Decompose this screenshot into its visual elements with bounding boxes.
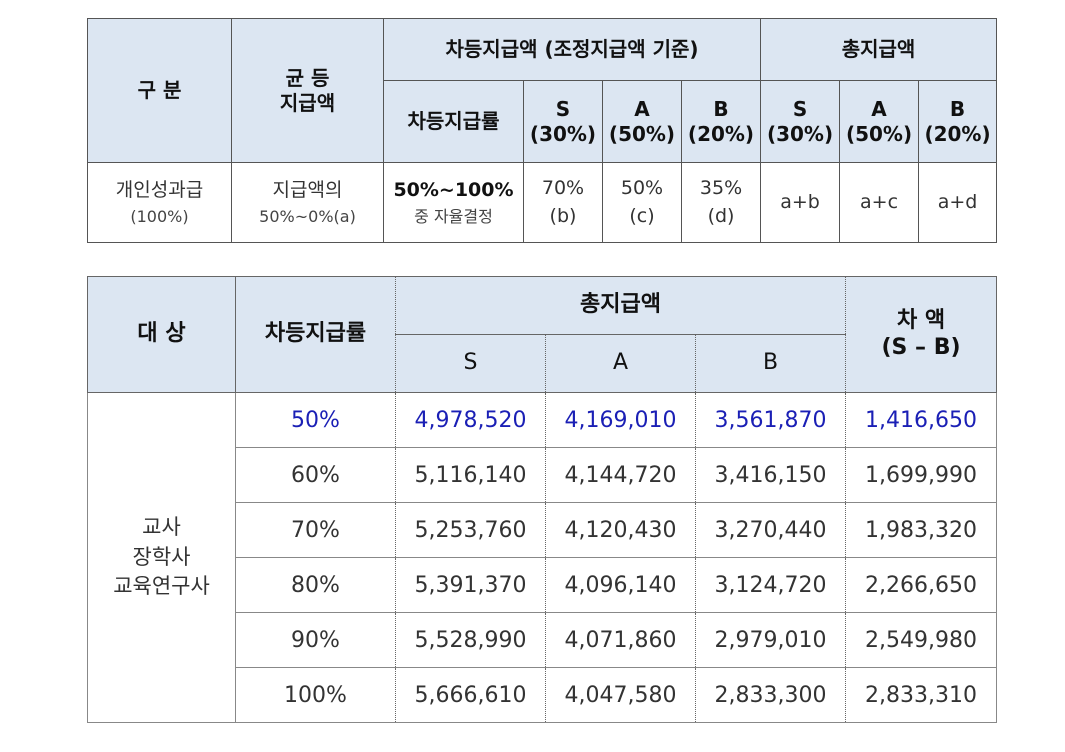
cell-s: 5,116,140 <box>395 447 546 503</box>
grade-pct: (30%) <box>529 121 597 146</box>
diff-value: 35% <box>699 176 743 199</box>
header-diff-group: 차등지급액 (조정지급액 기준) <box>382 18 762 81</box>
target-group-cell: 교사 장학사 교육연구사 <box>87 392 236 723</box>
cell-s: 5,666,610 <box>395 667 546 723</box>
grade-pct: (20%) <box>687 121 755 146</box>
header-grade-s: S <box>395 334 546 393</box>
cell-rate: 50%~100% 중 자율결정 <box>383 162 524 243</box>
target-supervisor: 장학사 <box>132 544 191 569</box>
header-equal-line2: 지급액 <box>279 90 336 115</box>
header-total-s: S (30%) <box>760 80 841 163</box>
cell-a: 4,169,010 <box>545 392 696 448</box>
cell-a: 4,120,430 <box>545 502 696 558</box>
cell-b: 3,124,720 <box>694 557 847 613</box>
header-diff-b: B (20%) <box>680 80 762 163</box>
grade-pct: (30%) <box>766 121 834 146</box>
equal-line2: 50%~0%(a) <box>259 206 356 226</box>
grade-label: S <box>792 96 808 121</box>
diff-label: (d) <box>707 204 735 227</box>
cell-rate: 100% <box>235 667 396 723</box>
header-diff-line2: (S – B) <box>881 334 961 360</box>
cell-b: 3,270,440 <box>694 502 847 558</box>
header-total-b: B (20%) <box>918 80 998 163</box>
grade-label: B <box>949 96 966 121</box>
cell-diff-s: 70% (b) <box>523 162 603 243</box>
header-diff-a: A (50%) <box>602 80 682 163</box>
header-grade-a: A <box>545 334 696 393</box>
header-equal-line1: 균 등 <box>285 65 330 90</box>
cell-s: 5,253,760 <box>395 502 546 558</box>
table-row: 교사 장학사 교육연구사 50% 4,978,520 4,169,010 3,5… <box>87 392 998 723</box>
rate-line2: 중 자율결정 <box>414 206 493 226</box>
header-total-a: A (50%) <box>839 80 920 163</box>
target-researcher: 교육연구사 <box>113 574 210 599</box>
header-equal-payment: 균 등 지급액 <box>231 18 384 163</box>
cell-s: 5,528,990 <box>395 612 546 668</box>
category-line2: (100%) <box>130 206 189 226</box>
header-diff-rate: 차등지급률 <box>383 80 524 163</box>
cell-equal: 지급액의 50%~0%(a) <box>231 162 384 243</box>
cell-rate: 80% <box>235 557 396 613</box>
cell-diff: 1,983,320 <box>845 502 998 558</box>
grade-pct: (50%) <box>845 121 913 146</box>
table-row: 100% 5,666,610 4,047,580 2,833,300 2,833… <box>88 667 998 723</box>
header-target: 대 상 <box>87 276 236 393</box>
header-rate: 차등지급률 <box>235 276 396 393</box>
table-row: 90% 5,528,990 4,071,860 2,979,010 2,549,… <box>88 612 998 668</box>
grade-label: S <box>555 96 571 121</box>
diff-label: (c) <box>629 204 655 227</box>
cell-diff: 2,549,980 <box>845 612 998 668</box>
cell-a: 4,144,720 <box>545 447 696 503</box>
cell-diff-b: 35% (d) <box>680 162 762 243</box>
header-total-group: 총지급액 <box>394 276 847 335</box>
cell-a: 4,047,580 <box>545 667 696 723</box>
grade-pct: (20%) <box>924 121 991 146</box>
table-row: 개인성과급 (100%) 지급액의 50%~0%(a) 50%~100% 중 자… <box>87 162 998 243</box>
cell-b: 2,979,010 <box>694 612 847 668</box>
cell-total-a: a+c <box>839 162 920 243</box>
cell-diff: 2,266,650 <box>845 557 998 613</box>
cell-b: 3,561,870 <box>694 392 847 448</box>
bonus-structure-table: 구 분 균 등 지급액 차등지급액 (조정지급액 기준) 총지급액 차등지급률 … <box>87 18 998 243</box>
header-diff-line1: 차 액 <box>896 308 946 334</box>
diff-value: 70% <box>541 176 585 199</box>
diff-value: 50% <box>620 176 664 199</box>
grade-label: B <box>713 96 729 121</box>
cell-diff-a: 50% (c) <box>602 162 682 243</box>
header-category: 구 분 <box>87 18 232 163</box>
header-grade-b: B <box>694 334 847 393</box>
cell-rate: 90% <box>235 612 396 668</box>
cell-total-b: a+d <box>918 162 998 243</box>
cell-rate: 70% <box>235 502 396 558</box>
cell-rate: 50% <box>235 392 396 448</box>
table-row: 70% 5,253,760 4,120,430 3,270,440 1,983,… <box>88 502 998 558</box>
cell-s: 5,391,370 <box>395 557 546 613</box>
header-total-group: 총지급액 <box>760 18 998 81</box>
grade-label: A <box>871 96 887 121</box>
cell-b: 3,416,150 <box>694 447 847 503</box>
grade-pct: (50%) <box>608 121 676 146</box>
category-line1: 개인성과급 <box>115 179 204 202</box>
header-diff: 차 액 (S – B) <box>845 276 998 393</box>
target-teacher: 교사 <box>142 515 181 540</box>
table-row: 80% 5,391,370 4,096,140 3,124,720 2,266,… <box>88 557 998 613</box>
cell-b: 2,833,300 <box>694 667 847 723</box>
cell-total-s: a+b <box>760 162 841 243</box>
cell-diff: 1,416,650 <box>845 392 998 448</box>
equal-line1: 지급액의 <box>272 179 343 202</box>
header-diff-s: S (30%) <box>523 80 603 163</box>
diff-label: (b) <box>549 204 577 227</box>
cell-category: 개인성과급 (100%) <box>87 162 232 243</box>
cell-rate: 60% <box>235 447 396 503</box>
grade-label: A <box>634 96 650 121</box>
rate-line1: 50%~100% <box>393 179 514 202</box>
cell-a: 4,071,860 <box>545 612 696 668</box>
cell-s: 4,978,520 <box>395 392 546 448</box>
cell-a: 4,096,140 <box>545 557 696 613</box>
cell-diff: 2,833,310 <box>845 667 998 723</box>
cell-diff: 1,699,990 <box>845 447 998 503</box>
payment-amount-table: 대 상 차등지급률 총지급액 차 액 (S – B) S A B 교사 장학사 … <box>87 276 998 723</box>
